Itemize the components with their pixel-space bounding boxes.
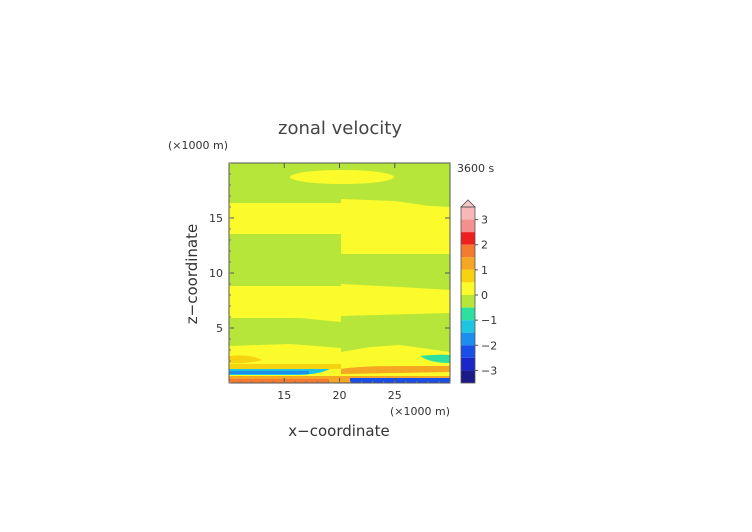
colorbar-tick-label: 1 xyxy=(481,264,488,277)
y-tick-label: 10 xyxy=(209,267,223,280)
colorbar-swatch xyxy=(461,320,475,333)
field-band-blue-left-core xyxy=(229,371,309,374)
colorbar-swatch xyxy=(461,357,475,371)
colorbar-swatch xyxy=(461,244,475,258)
field-band-blue-bottom-right xyxy=(350,378,450,383)
plot-area xyxy=(229,163,450,383)
colorbar-tick-label: −2 xyxy=(481,339,497,352)
colorbar: 3 2 1 0 −1 −2 −3 xyxy=(460,199,497,384)
field-band-orange-right xyxy=(341,366,450,374)
x-axis-title: x−coordinate xyxy=(288,422,389,440)
y-axis: 5 10 15 xyxy=(209,162,450,384)
time-label: 3600 s xyxy=(457,162,494,175)
colorbar-tick-label: 3 xyxy=(481,214,488,227)
y-tick-label: 15 xyxy=(209,212,223,225)
field-band-orange-low-left xyxy=(229,364,341,369)
colorbar-swatch xyxy=(461,232,475,245)
colorbar-swatch xyxy=(461,370,475,383)
x-tick-label: 15 xyxy=(277,389,291,402)
colorbar-over-triangle xyxy=(460,199,476,208)
chart-title: zonal velocity xyxy=(278,118,402,139)
field-patch-yellow-top xyxy=(290,170,394,184)
field-band-green-mid-right xyxy=(341,254,450,290)
x-tick-label: 20 xyxy=(333,389,347,402)
field-band-green-low-right xyxy=(341,313,450,352)
colorbar-tick-label: −1 xyxy=(481,314,497,327)
colorbar-swatch xyxy=(461,219,475,233)
colorbar-swatch xyxy=(461,269,475,283)
colorbar-swatch xyxy=(461,307,475,321)
colorbar-swatch xyxy=(461,282,475,295)
field-band-orange-bottom-left xyxy=(229,379,329,383)
field-band-orange-upper-right xyxy=(420,354,450,363)
field-band-green-mid-left xyxy=(229,234,341,264)
y-unit-label: (×1000 m) xyxy=(168,139,228,152)
colorbar-tick-label: −3 xyxy=(481,364,497,377)
colorbar-tick-label: 0 xyxy=(481,289,488,302)
x-unit-label: (×1000 m) xyxy=(390,405,450,418)
colorbar-swatch xyxy=(461,257,475,270)
x-tick-label: 25 xyxy=(388,389,402,402)
colorbar-swatch xyxy=(461,332,475,346)
y-tick-label: 5 xyxy=(216,322,223,335)
field-band-green-mid-left2 xyxy=(229,262,341,286)
y-axis-title: z−coordinate xyxy=(183,224,201,324)
colorbar-swatch xyxy=(461,345,475,358)
field-band-orange-upper xyxy=(229,355,262,364)
field-band-green-low-left xyxy=(229,318,341,348)
x-axis: 15 20 25 xyxy=(228,163,451,402)
colorbar-tick-label: 2 xyxy=(481,239,488,252)
colorbar-swatch xyxy=(461,207,475,220)
colorbar-swatch xyxy=(461,295,475,308)
